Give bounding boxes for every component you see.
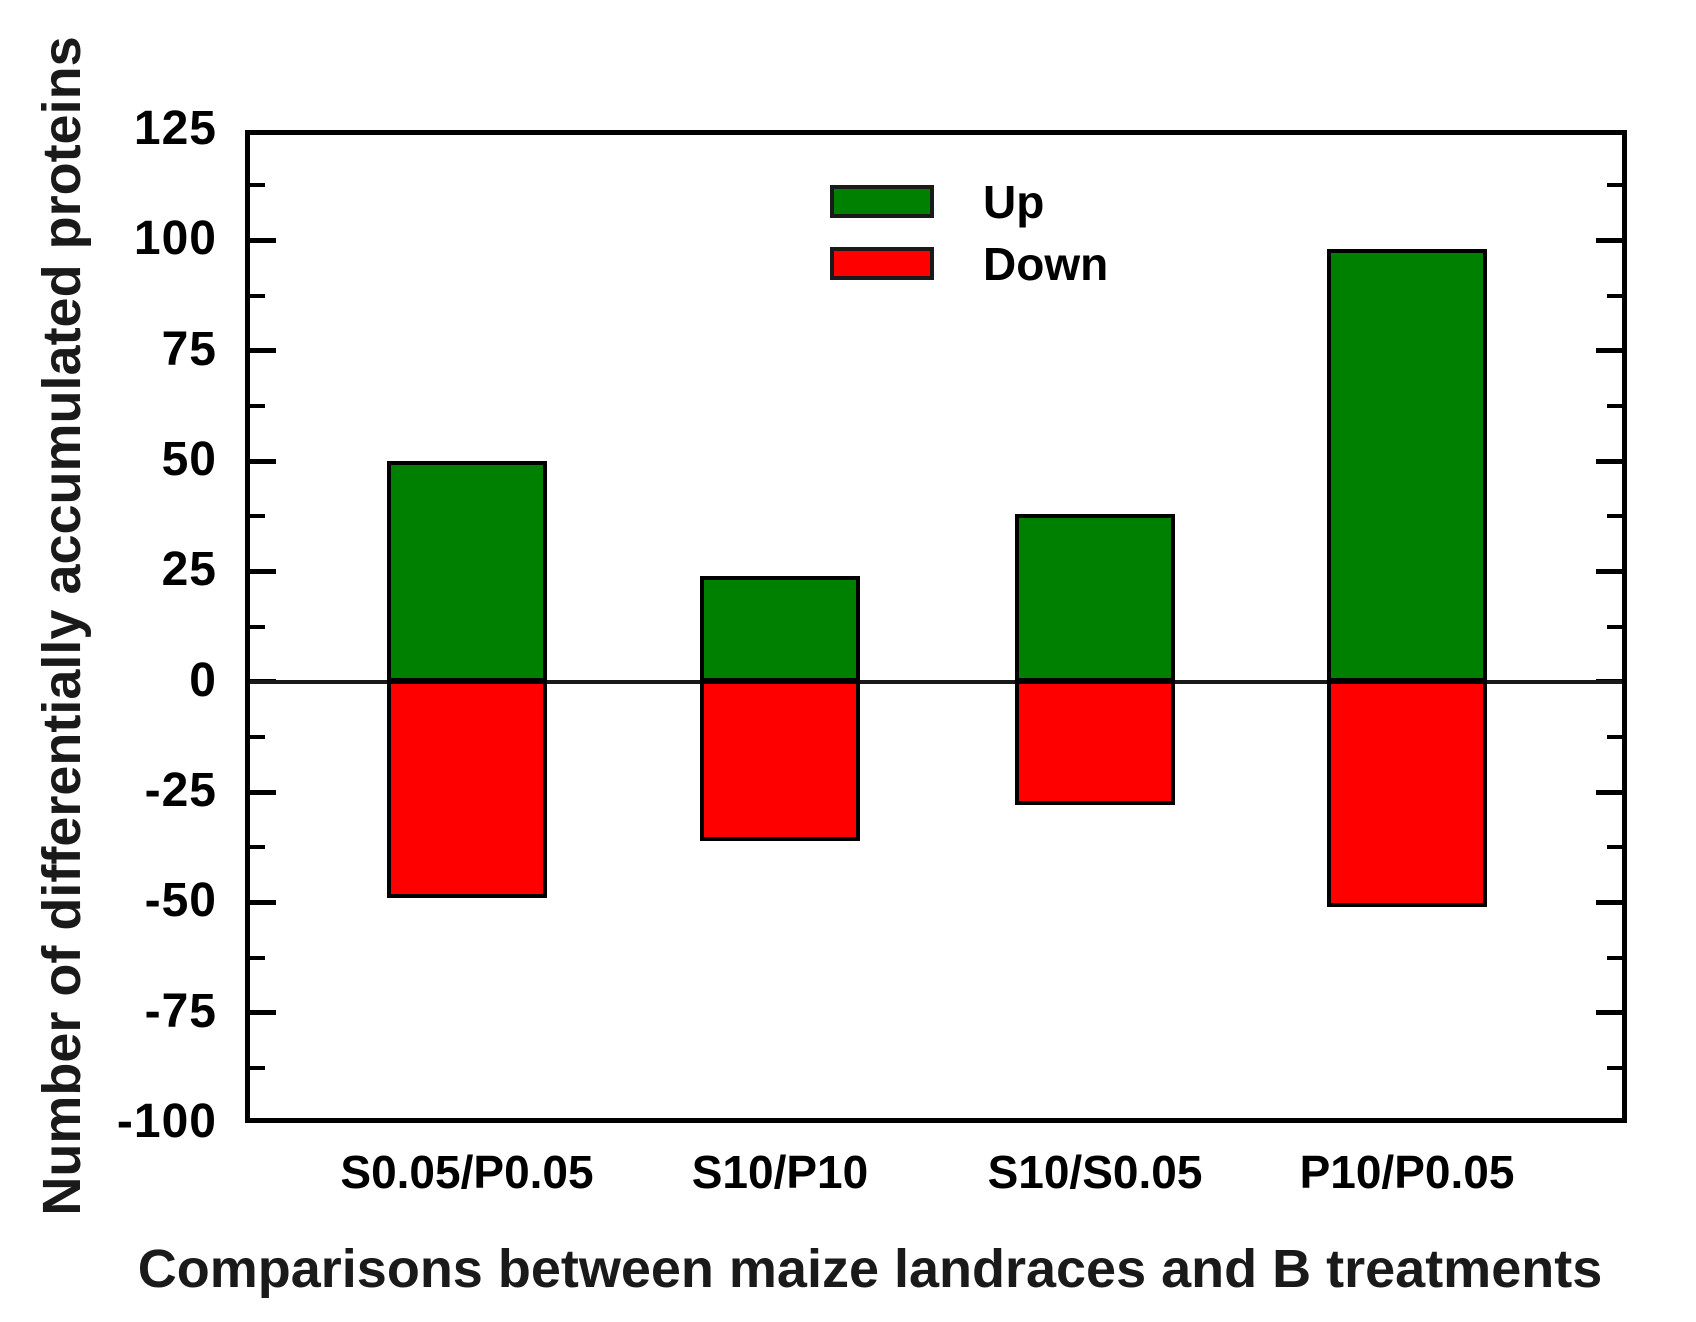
major-tick-right — [1596, 348, 1622, 354]
major-tick-right — [1596, 1010, 1622, 1016]
y-tick-label: 100 — [133, 212, 217, 266]
minor-tick-left — [250, 293, 265, 298]
plot-area — [245, 130, 1627, 1123]
minor-tick-right — [1607, 183, 1622, 188]
major-tick-left — [250, 348, 276, 354]
minor-tick-right — [1607, 955, 1622, 960]
major-tick-right — [1596, 899, 1622, 905]
minor-tick-right — [1607, 514, 1622, 519]
x-tick-label: S0.05/P0.05 — [340, 1146, 594, 1198]
legend-label-down: Down — [983, 238, 1109, 290]
bar-up-3 — [1015, 513, 1175, 682]
x-tick-label: S10/S0.05 — [987, 1146, 1203, 1198]
legend-swatch-up — [830, 185, 934, 218]
minor-tick-right — [1607, 845, 1622, 850]
major-tick-right — [1596, 458, 1622, 464]
y-tick-label: -50 — [144, 874, 217, 928]
y-tick-label: 125 — [133, 102, 217, 155]
bar-down-4 — [1327, 679, 1487, 907]
minor-tick-right — [1607, 293, 1622, 298]
bar-down-3 — [1015, 679, 1175, 806]
bar-down-1 — [387, 679, 547, 898]
y-tick-label: 25 — [161, 543, 217, 597]
major-tick-left — [250, 568, 276, 574]
y-axis-title: Number of differentially accumulated pro… — [32, 36, 92, 1216]
bar-down-2 — [700, 679, 860, 841]
major-tick-left — [250, 1010, 276, 1016]
legend-label-up: Up — [983, 176, 1045, 228]
major-tick-left — [250, 899, 276, 905]
minor-tick-right — [1607, 734, 1622, 739]
major-tick-left — [250, 789, 276, 795]
minor-tick-right — [1607, 1065, 1622, 1070]
bar-up-4 — [1327, 249, 1487, 682]
y-tick-label: 50 — [161, 433, 217, 486]
major-tick-right — [1596, 237, 1622, 243]
minor-tick-left — [250, 955, 265, 960]
major-tick-right — [1596, 789, 1622, 795]
major-tick-left — [250, 237, 276, 243]
minor-tick-right — [1607, 403, 1622, 408]
y-tick-label: -25 — [144, 764, 217, 817]
x-tick-label: P10/P0.05 — [1299, 1146, 1515, 1198]
x-axis-title: Comparisons between maize landraces and … — [137, 1239, 1603, 1299]
bar-up-1 — [387, 461, 547, 682]
bar-up-2 — [700, 575, 860, 682]
minor-tick-right — [1607, 624, 1622, 629]
legend-swatch-down — [830, 247, 934, 280]
minor-tick-left — [250, 624, 265, 629]
minor-tick-left — [250, 403, 265, 408]
minor-tick-left — [250, 845, 265, 850]
minor-tick-left — [250, 514, 265, 519]
y-tick-label: 0 — [189, 653, 217, 707]
y-tick-label: 75 — [161, 322, 217, 376]
y-tick-label: -75 — [144, 984, 217, 1038]
major-tick-left — [250, 458, 276, 464]
zero-line — [250, 679, 1622, 684]
y-tick-label: -100 — [116, 1095, 217, 1148]
minor-tick-left — [250, 183, 265, 188]
minor-tick-left — [250, 734, 265, 739]
x-tick-label: S10/P10 — [691, 1146, 869, 1198]
major-tick-right — [1596, 568, 1622, 574]
minor-tick-left — [250, 1065, 265, 1070]
